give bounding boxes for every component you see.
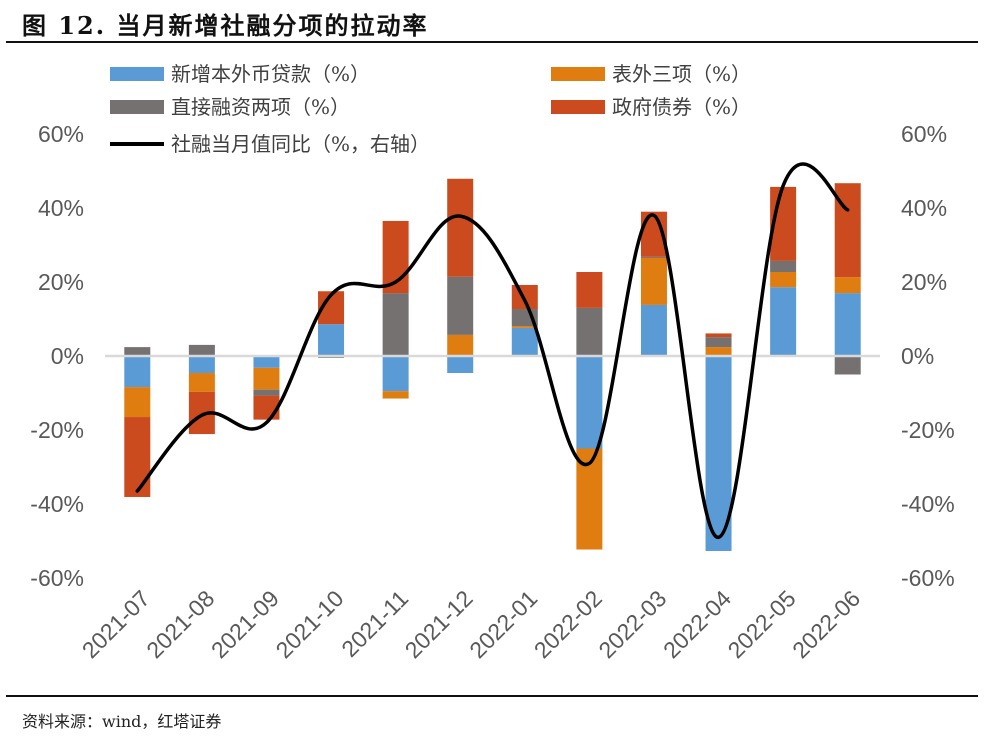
bar-segment-1-2022-06 bbox=[834, 293, 861, 356]
legend-swatch-1 bbox=[110, 67, 164, 81]
bar-segment-4-2021-12 bbox=[447, 178, 474, 277]
legend-swatch-3 bbox=[110, 100, 164, 114]
bar-segment-2-2022-06 bbox=[834, 277, 861, 294]
legend-label-2: 表外三项（%） bbox=[612, 62, 751, 86]
y-tick-left: 60% bbox=[38, 121, 84, 147]
legend-label-1: 新增本外币贷款（%） bbox=[171, 62, 370, 86]
y-tick-right: 0% bbox=[901, 343, 934, 369]
bar-segment-4-2021-09 bbox=[253, 395, 280, 420]
legend: 新增本外币贷款（%） 表外三项（%） 直接融资两项（%） 政府债券（%） 社融当月值同比… bbox=[110, 62, 751, 156]
bar-segment-3-2022-02 bbox=[576, 307, 603, 356]
y-tick-right: 20% bbox=[901, 269, 947, 295]
bar-segment-3-2021-08 bbox=[188, 344, 215, 356]
bar-segment-3-2021-12 bbox=[447, 276, 474, 335]
figure-title: 当月新增社融分项的拉动率 bbox=[116, 11, 429, 40]
bar-segment-3-2021-11 bbox=[382, 293, 409, 356]
bar-segment-2-2021-12 bbox=[447, 334, 474, 356]
bar-segment-1-2021-12 bbox=[447, 356, 474, 374]
x-tick-label: 2022-01 bbox=[464, 585, 542, 663]
bar-segment-1-2022-05 bbox=[770, 287, 797, 356]
y-tick-left: -60% bbox=[30, 565, 84, 591]
bar-segment-1-2021-09 bbox=[253, 356, 280, 368]
bar-segment-1-2021-11 bbox=[382, 356, 409, 392]
bar-segment-1-2022-01 bbox=[511, 327, 538, 356]
legend-swatch-4 bbox=[551, 100, 605, 114]
x-tick-label: 2021-10 bbox=[270, 585, 348, 663]
bar-segment-1-2021-10 bbox=[318, 324, 345, 356]
bar-segment-3-2022-04 bbox=[705, 337, 732, 348]
bar-segment-2-2022-04 bbox=[705, 347, 732, 356]
bar-segment-2-2021-09 bbox=[253, 367, 280, 390]
y-tick-left: -40% bbox=[30, 491, 84, 517]
x-tick-label: 2022-03 bbox=[593, 585, 671, 663]
y-tick-right: -40% bbox=[901, 491, 955, 517]
bar-segment-2-2022-03 bbox=[640, 257, 667, 305]
legend-label-3: 直接融资两项（%） bbox=[171, 95, 350, 119]
y-axis-right: 60% 40% 20% 0% -20% -40% -60% bbox=[901, 121, 955, 591]
line-layer bbox=[135, 162, 850, 540]
x-tick-label: 2022-04 bbox=[658, 585, 736, 663]
bar-segment-1-2022-02 bbox=[576, 356, 603, 449]
bar-segment-1-2021-08 bbox=[188, 356, 215, 374]
top-rule bbox=[6, 41, 978, 43]
bar-segment-2-2021-08 bbox=[188, 373, 215, 392]
x-tick-label: 2021-11 bbox=[336, 585, 413, 662]
bar-segment-3-2022-03 bbox=[640, 256, 667, 258]
x-axis: 2021-072021-082021-092021-102021-112021-… bbox=[77, 585, 865, 663]
x-tick-label: 2022-02 bbox=[529, 585, 607, 663]
legend-label-4: 政府债券（%） bbox=[612, 95, 751, 119]
y-tick-left: -20% bbox=[30, 417, 84, 443]
legend-swatch-2 bbox=[551, 67, 605, 81]
y-tick-left: 40% bbox=[38, 195, 84, 221]
bar-segment-4-2021-07 bbox=[124, 417, 151, 497]
y-tick-right: 60% bbox=[901, 121, 947, 147]
bar-segment-2-2021-07 bbox=[124, 387, 151, 418]
x-tick-label: 2021-12 bbox=[400, 585, 478, 663]
source-note: 资料来源：wind，红塔证券 bbox=[22, 712, 222, 731]
x-tick-label: 2022-05 bbox=[723, 585, 801, 663]
bar-segment-3-2021-09 bbox=[253, 389, 280, 396]
y-tick-right: -60% bbox=[901, 565, 955, 591]
x-tick-label: 2021-07 bbox=[77, 585, 155, 663]
x-tick-label: 2021-08 bbox=[141, 585, 219, 663]
figure-number: 图 12. bbox=[22, 11, 107, 40]
y-tick-right: 40% bbox=[901, 195, 947, 221]
y-tick-right: -20% bbox=[901, 417, 955, 443]
bar-segment-2-2022-05 bbox=[770, 272, 797, 288]
x-tick-label: 2021-09 bbox=[206, 585, 284, 663]
bar-segment-2-2022-02 bbox=[576, 448, 603, 550]
bar-segment-4-2022-02 bbox=[576, 272, 603, 308]
bars bbox=[124, 178, 861, 551]
y-tick-left: 20% bbox=[38, 269, 84, 295]
y-tick-left: 0% bbox=[51, 343, 84, 369]
y-axis-left: 60% 40% 20% 0% -20% -40% -60% bbox=[30, 121, 84, 591]
bar-segment-2-2021-11 bbox=[382, 391, 409, 399]
bar-segment-4-2022-04 bbox=[705, 333, 732, 338]
bar-segment-1-2022-03 bbox=[640, 304, 667, 356]
line-series-total-yoy bbox=[135, 162, 850, 540]
bar-segment-3-2022-06 bbox=[834, 356, 861, 375]
bottom-rule bbox=[6, 695, 978, 697]
chart-title: 图 12. 当月新增社融分项的拉动率 bbox=[22, 6, 428, 41]
bar-segment-3-2021-07 bbox=[124, 347, 151, 356]
bar-segment-1-2021-07 bbox=[124, 356, 151, 388]
bar-segment-3-2022-05 bbox=[770, 260, 797, 273]
x-tick-label: 2022-06 bbox=[787, 585, 865, 663]
bar-segment-2-2022-01 bbox=[511, 326, 538, 328]
legend-label-line: 社融当月值同比（%，右轴） bbox=[171, 132, 430, 156]
